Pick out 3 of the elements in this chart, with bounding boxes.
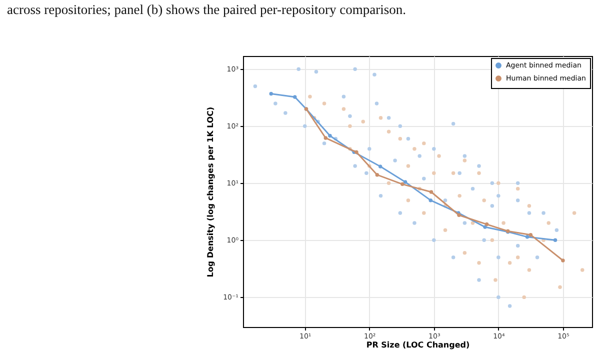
y-axis-title: Log Density (log changes per 1K LOC)	[206, 106, 216, 278]
x-axis-title: PR Size (LOC Changed)	[366, 340, 470, 350]
text: across repositories; panel (b) shows the paired per-repository comparison.	[7, 2, 406, 18]
